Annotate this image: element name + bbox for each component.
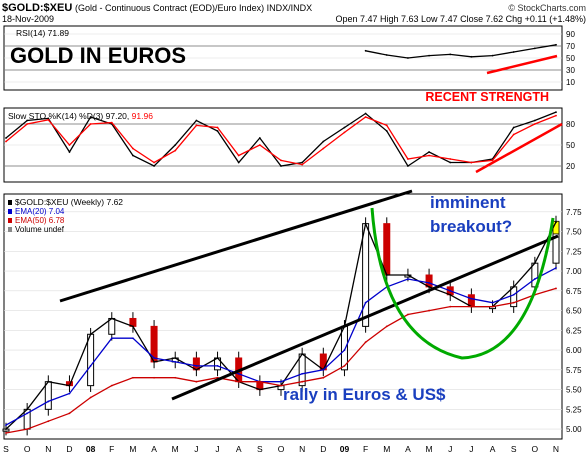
price-tick-label: 7.00 — [566, 267, 582, 276]
x-tick-label: J — [215, 444, 219, 454]
sto-tick-label: 50 — [566, 141, 575, 150]
ema50-legend-marker — [8, 218, 12, 223]
rsi-panel: 90 70 50 30 10 RSI(14) 71.89 GOLD IN EUROS — [3, 25, 575, 91]
sto-tick-label: 80 — [566, 120, 575, 129]
rsi-legend: RSI(14) 71.89 — [16, 28, 69, 38]
x-tick-label: S — [3, 444, 9, 454]
channel-upper-trendline — [59, 189, 413, 303]
sto-series-1-line — [5, 114, 557, 166]
rsi-strength-trendline — [486, 54, 558, 75]
x-tick-label: J — [194, 444, 198, 454]
price-legend: $GOLD:$XEU (Weekly) 7.62 EMA(20) 7.04 EM… — [8, 197, 123, 234]
price-tick-label: 6.25 — [566, 326, 582, 335]
rsi-tick-label: 30 — [566, 66, 575, 75]
x-tick-label: O — [24, 444, 31, 454]
recent-strength-annotation: RECENT STRENGTH — [425, 90, 549, 104]
x-tick-label: D — [320, 444, 326, 454]
stochastic-legend: Slow STO %K(14) %D(3) 97.20, 91.96 — [8, 111, 153, 121]
price-tick-label: 5.00 — [566, 425, 582, 434]
x-tick-label: D — [66, 444, 72, 454]
stochastic-legend-d: 91.96 — [132, 111, 154, 121]
x-tick-label: S — [257, 444, 263, 454]
ohlc-summary: Open 7.47 High 7.63 Low 7.47 Close 7.62 … — [335, 14, 586, 24]
ema20-legend-marker — [8, 209, 12, 214]
x-tick-label: A — [405, 444, 411, 454]
price-tick-label: 7.50 — [566, 228, 582, 237]
gold-in-euros-annotation: GOLD IN EUROS — [10, 43, 186, 68]
chart-symbol: $GOLD:$XEU — [2, 2, 72, 14]
volume-legend: Volume undef — [15, 225, 65, 234]
sto-strength-trendline — [475, 122, 563, 174]
x-tick-label: J — [469, 444, 473, 454]
price-series-2-line — [5, 287, 557, 434]
price-tick-label: 6.75 — [566, 287, 582, 296]
x-tick-label: M — [383, 444, 390, 454]
x-tick-label: M — [426, 444, 433, 454]
x-tick-label: 08 — [86, 444, 96, 454]
x-tick-label: N — [299, 444, 305, 454]
price-tick-label: 6.50 — [566, 307, 582, 316]
price-tick-label: 5.25 — [566, 405, 582, 414]
x-tick-label: J — [448, 444, 452, 454]
x-tick-label: O — [278, 444, 285, 454]
x-tick-label: M — [172, 444, 179, 454]
price-legend-marker — [8, 200, 12, 205]
price-tick-label: 6.00 — [566, 346, 582, 355]
x-tick-label: F — [109, 444, 114, 454]
chart-description: (Gold - Continuous Contract (EOD)/Euro I… — [75, 3, 312, 13]
price-legend-main: $GOLD:$XEU (Weekly) 7.62 — [15, 197, 123, 207]
sto-series-0-line — [5, 111, 557, 167]
ema50-legend: EMA(50) 6.78 — [15, 216, 65, 225]
x-tick-label: N — [553, 444, 559, 454]
price-tick-label: 5.50 — [566, 386, 582, 395]
x-tick-label: A — [490, 444, 496, 454]
channel-lower-trendline — [171, 234, 559, 401]
imminent-breakout-annotation: imminent breakout? — [430, 193, 512, 236]
price-series-1-line — [5, 267, 557, 426]
ema20-legend: EMA(20) 7.04 — [15, 207, 65, 216]
x-tick-label: M — [129, 444, 136, 454]
x-tick-label: A — [236, 444, 242, 454]
stochastic-legend-k: 97.20 — [106, 111, 128, 121]
x-tick-label: O — [532, 444, 539, 454]
rsi-tick-label: 10 — [566, 78, 575, 87]
volume-legend-marker — [8, 227, 12, 232]
x-tick-label: A — [151, 444, 157, 454]
rally-annotation: rally in Euros & US$ — [283, 385, 446, 404]
price-panel: 7.75 7.50 7.25 7.00 6.75 6.50 6.25 6.00 5.75 5.50… — [2, 189, 582, 454]
rsi-tick-label: 50 — [566, 54, 575, 63]
rsi-tick-label: 70 — [566, 42, 575, 51]
price-candle — [383, 223, 391, 276]
x-tick-label: N — [45, 444, 51, 454]
price-frame — [3, 193, 563, 440]
rsi-series-0-line — [365, 44, 557, 59]
price-candle — [87, 333, 95, 387]
sto-tick-label: 20 — [566, 162, 575, 171]
stochastic-panel: 80 50 20 Slow STO %K(14) %D(3) 97.20, 91.9… — [3, 90, 575, 183]
stochastic-legend-prefix: Slow STO %K(14) %D(3) — [8, 111, 103, 121]
x-tick-label: F — [363, 444, 368, 454]
site-credit: © StockCharts.com — [508, 3, 586, 13]
rounding-bottom-arc — [370, 207, 555, 360]
price-tick-label: 5.75 — [566, 366, 582, 375]
price-candle — [362, 223, 370, 327]
x-tick-label: 09 — [340, 444, 350, 454]
price-candle — [44, 381, 52, 410]
chart-date: 18-Nov-2009 — [2, 14, 54, 24]
price-tick-label: 7.25 — [566, 247, 582, 256]
x-tick-label: S — [511, 444, 517, 454]
price-tick-label: 7.75 — [566, 208, 582, 217]
rsi-tick-label: 90 — [566, 30, 575, 39]
